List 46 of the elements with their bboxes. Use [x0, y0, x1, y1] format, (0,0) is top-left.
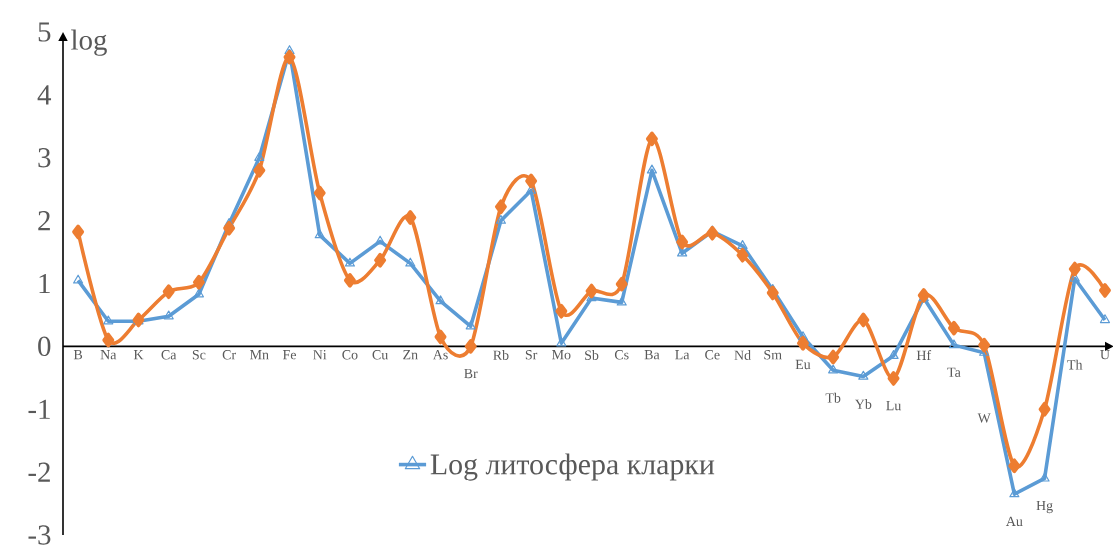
- x-tick-label: As: [432, 350, 448, 360]
- y-tick-label: -2: [28, 462, 50, 482]
- y-axis-title: log: [71, 29, 107, 56]
- y-tick-label: -3: [28, 525, 51, 545]
- x-tick-label: Yb: [854, 399, 872, 409]
- x-tick-label: Lu: [886, 401, 902, 411]
- x-tick-label: Ta: [947, 367, 961, 377]
- x-tick-label: Cs: [614, 350, 629, 360]
- x-tick-label: Rb: [493, 350, 509, 360]
- x-tick-label: K: [133, 350, 144, 360]
- x-tick-label: Au: [1005, 516, 1023, 527]
- y-tick-label: 0: [38, 336, 51, 357]
- y-tick-label: 1: [39, 273, 50, 294]
- x-tick-label: Hf: [916, 350, 932, 360]
- x-tick-label: Eu: [795, 359, 811, 370]
- x-tick-label: Nd: [734, 350, 751, 360]
- x-tick-label: Ca: [161, 350, 177, 360]
- y-tick-label: 4: [37, 85, 52, 105]
- x-tick-label: La: [675, 350, 690, 360]
- x-tick-label: Sb: [585, 350, 599, 360]
- x-tick-label: Zn: [403, 350, 418, 360]
- x-tick-label: Tb: [825, 392, 841, 403]
- x-tick-label: Ce: [705, 350, 720, 360]
- x-tick-label: Cr: [222, 350, 236, 360]
- x-tick-label: Ni: [313, 350, 327, 360]
- y-tick-label: -1: [28, 399, 50, 419]
- x-tick-label: Th: [1067, 359, 1083, 370]
- y-tick-label: 2: [38, 211, 50, 231]
- legend-label: Log литосфера кларки: [430, 453, 715, 481]
- y-tick-label: 5: [38, 22, 51, 42]
- x-tick-label: Cu: [372, 350, 389, 360]
- x-tick-label: Sm: [764, 350, 782, 360]
- x-tick-label: Co: [342, 350, 358, 360]
- x-tick-label: Sr: [525, 350, 538, 360]
- x-tick-label: B: [73, 350, 83, 360]
- x-tick-label: Mn: [250, 350, 269, 360]
- y-tick-label: 3: [38, 148, 51, 168]
- x-tick-label: W: [977, 413, 991, 423]
- x-tick-label: Fe: [282, 350, 296, 360]
- x-tick-label: Sc: [192, 350, 206, 360]
- x-tick-label: Mo: [552, 350, 571, 360]
- x-tick-label: Na: [100, 350, 117, 360]
- x-tick-label: Hg: [1036, 500, 1053, 514]
- x-tick-label: Ba: [644, 350, 660, 360]
- x-tick-label: Br: [464, 368, 478, 379]
- x-tick-label: U: [1100, 350, 1110, 360]
